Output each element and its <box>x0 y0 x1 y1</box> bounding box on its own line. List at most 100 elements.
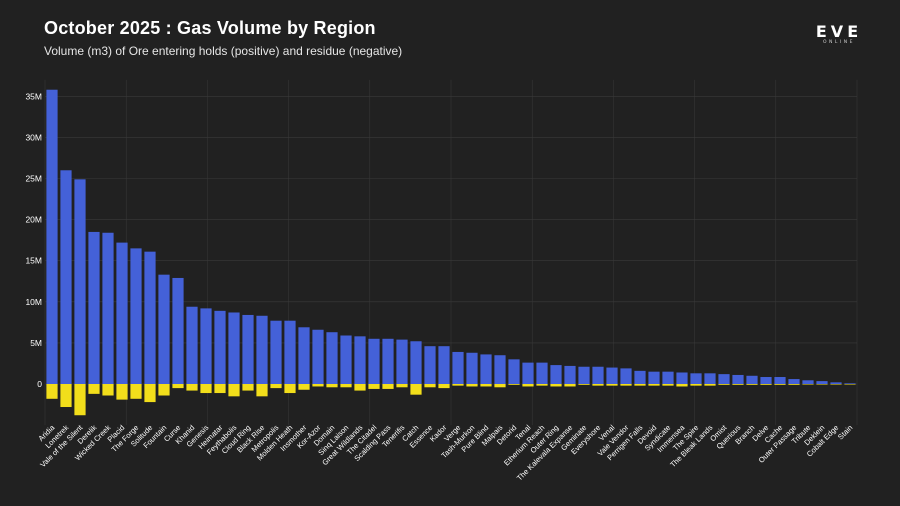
bar-negative-16 <box>270 384 282 389</box>
bar-negative-41 <box>620 384 632 386</box>
bar-negative-31 <box>480 384 492 387</box>
bar-positive-50 <box>746 375 758 384</box>
bar-positive-27 <box>424 346 436 384</box>
y-tick-label: 0 <box>37 379 42 389</box>
bar-negative-54 <box>802 384 814 385</box>
bar-negative-22 <box>354 384 366 391</box>
bar-positive-2 <box>74 179 86 384</box>
bar-negative-34 <box>522 384 534 387</box>
eve-online-logo: EVE ONLINE <box>808 22 870 54</box>
chart-title: October 2025 : Gas Volume by Region <box>44 18 376 38</box>
bar-positive-11 <box>200 308 212 384</box>
bar-negative-6 <box>130 384 142 399</box>
bar-negative-53 <box>788 384 800 385</box>
bars <box>46 89 856 416</box>
bar-positive-52 <box>774 377 786 384</box>
bar-negative-2 <box>74 384 86 416</box>
bar-positive-34 <box>522 362 534 384</box>
bar-positive-47 <box>704 373 716 384</box>
bar-positive-40 <box>606 367 618 384</box>
bar-positive-36 <box>550 365 562 384</box>
bar-positive-9 <box>172 277 184 384</box>
bar-negative-20 <box>326 384 338 388</box>
bar-negative-19 <box>312 384 324 387</box>
bar-positive-26 <box>410 341 422 384</box>
y-tick-label: 25M <box>25 174 42 184</box>
bar-positive-48 <box>718 374 730 384</box>
bar-negative-0 <box>46 384 58 399</box>
y-tick-label: 20M <box>25 215 42 225</box>
bar-positive-18 <box>298 327 310 384</box>
bar-positive-24 <box>382 338 394 384</box>
y-tick-label: 5M <box>30 338 42 348</box>
bar-negative-28 <box>438 384 450 389</box>
bar-positive-17 <box>284 320 296 384</box>
bar-negative-26 <box>410 384 422 395</box>
bar-positive-16 <box>270 320 282 384</box>
y-axis-ticks: 0 5M 10M 15M 20M 25M 30M 35M <box>25 91 42 389</box>
bar-negative-3 <box>88 384 100 394</box>
bar-negative-32 <box>494 384 506 388</box>
bar-positive-49 <box>732 374 744 384</box>
bar-positive-51 <box>760 377 772 384</box>
logo-wordmark: EVE <box>815 22 863 41</box>
bar-negative-12 <box>214 384 226 394</box>
bar-negative-56 <box>830 384 842 385</box>
bar-negative-14 <box>242 384 254 391</box>
bar-positive-43 <box>648 371 660 384</box>
bar-positive-6 <box>130 248 142 384</box>
bar-negative-33 <box>508 384 520 385</box>
bar-negative-10 <box>186 384 198 391</box>
bar-positive-12 <box>214 310 226 384</box>
y-tick-label: 35M <box>25 91 42 101</box>
bar-positive-31 <box>480 354 492 384</box>
bar-positive-23 <box>368 338 380 384</box>
bar-negative-5 <box>116 384 128 400</box>
bar-negative-11 <box>200 384 212 394</box>
y-tick-label: 10M <box>25 297 42 307</box>
bar-negative-18 <box>298 384 310 390</box>
bar-positive-4 <box>102 232 114 384</box>
bar-negative-57 <box>844 384 856 385</box>
bar-negative-38 <box>578 384 590 385</box>
bar-negative-9 <box>172 384 184 389</box>
bar-positive-35 <box>536 362 548 384</box>
bar-positive-22 <box>354 336 366 384</box>
logo-subtext: ONLINE <box>823 40 855 45</box>
bar-negative-30 <box>466 384 478 387</box>
bar-positive-53 <box>788 379 800 384</box>
bar-positive-42 <box>634 370 646 384</box>
bar-positive-28 <box>438 346 450 384</box>
bar-negative-1 <box>60 384 72 408</box>
bar-positive-0 <box>46 89 58 384</box>
bar-negative-29 <box>452 384 464 386</box>
bar-positive-33 <box>508 359 520 384</box>
bar-negative-25 <box>396 384 408 388</box>
bar-positive-20 <box>326 332 338 384</box>
bar-negative-49 <box>732 384 744 385</box>
bar-negative-36 <box>550 384 562 387</box>
bar-positive-19 <box>312 329 324 384</box>
bar-negative-42 <box>634 384 646 386</box>
bar-negative-47 <box>704 384 716 386</box>
bar-negative-44 <box>662 384 674 386</box>
bar-negative-7 <box>144 384 156 403</box>
bar-negative-23 <box>368 384 380 389</box>
bar-positive-56 <box>830 382 842 384</box>
bar-positive-45 <box>676 372 688 384</box>
bar-negative-51 <box>760 384 772 385</box>
bar-positive-37 <box>564 365 576 384</box>
bar-positive-38 <box>578 366 590 384</box>
bar-positive-55 <box>816 381 828 384</box>
bar-negative-48 <box>718 384 730 385</box>
bar-negative-43 <box>648 384 660 386</box>
x-category-label: Stain <box>836 423 854 441</box>
bar-positive-7 <box>144 251 156 384</box>
bar-positive-46 <box>690 373 702 384</box>
y-tick-label: 30M <box>25 132 42 142</box>
bar-positive-57 <box>844 383 856 384</box>
bar-positive-25 <box>396 339 408 384</box>
bar-negative-50 <box>746 384 758 385</box>
y-tick-label: 15M <box>25 256 42 266</box>
